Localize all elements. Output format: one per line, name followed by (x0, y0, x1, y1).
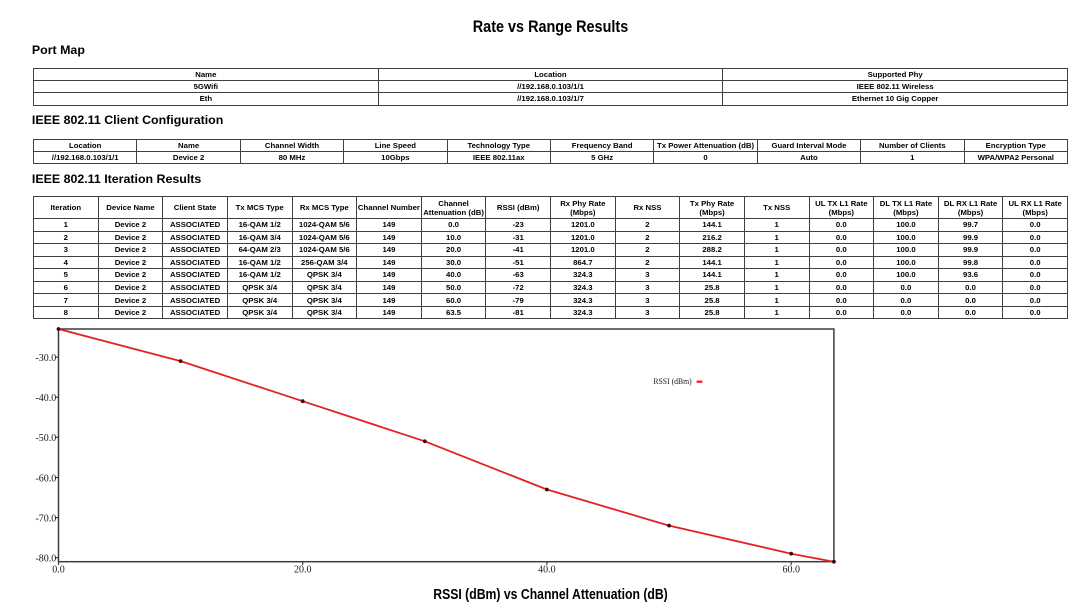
svg-text:-50.0: -50.0 (35, 433, 56, 444)
svg-text:-40.0: -40.0 (35, 393, 56, 404)
svg-text:-60.0: -60.0 (35, 473, 56, 484)
svg-text:-80.0: -80.0 (35, 554, 56, 565)
svg-text:20.0: 20.0 (294, 564, 312, 575)
svg-text:60.0: 60.0 (782, 564, 800, 575)
svg-text:-70.0: -70.0 (35, 514, 56, 525)
svg-text:40.0: 40.0 (538, 564, 556, 575)
svg-text:RSSI (dBm): RSSI (dBm) (653, 376, 691, 386)
svg-text:0.0: 0.0 (52, 564, 65, 575)
svg-text:-30.0: -30.0 (35, 353, 56, 364)
